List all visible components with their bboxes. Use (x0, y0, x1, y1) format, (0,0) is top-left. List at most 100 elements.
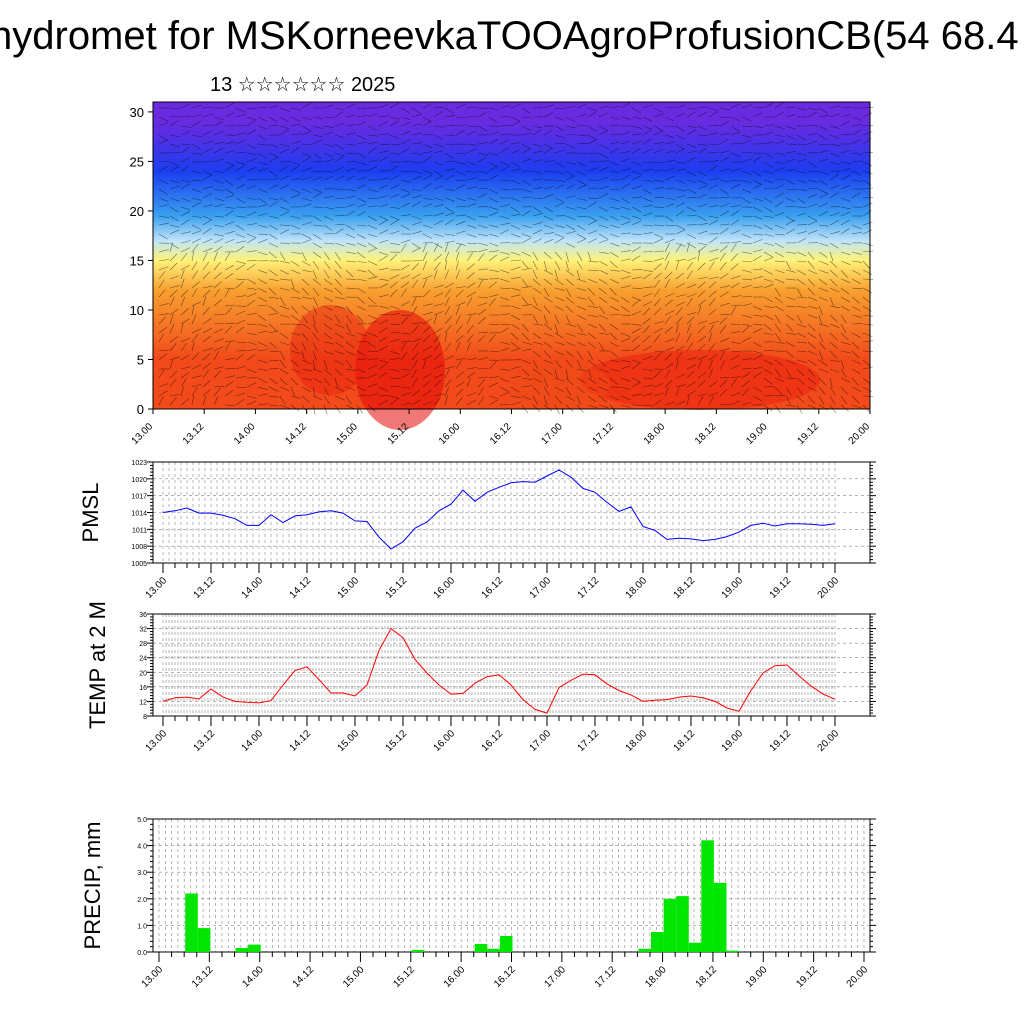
wind-barb (422, 251, 428, 262)
wind-barb (576, 296, 587, 300)
wind-barb (191, 281, 200, 289)
wind-barb (653, 148, 664, 154)
wind-barb (444, 233, 455, 236)
wind-barb (444, 325, 452, 334)
wind-barb (587, 125, 597, 132)
wind-barb (730, 376, 741, 379)
wind-barb (686, 215, 698, 217)
wind-barb (279, 395, 286, 405)
wind-barb (653, 307, 662, 316)
wind-barb (356, 260, 367, 264)
wind-barb (862, 314, 873, 317)
wind-barb (620, 197, 630, 204)
wind-barb (334, 269, 342, 278)
wind-barb (290, 269, 301, 274)
wind-barb (411, 142, 422, 145)
wind-barb (477, 334, 486, 343)
wind-barb (653, 370, 662, 379)
wind-barb (851, 170, 862, 175)
wind-barb (554, 107, 566, 109)
wind-barb (411, 399, 421, 406)
wind-barb (587, 395, 597, 403)
wind-barb (444, 368, 450, 379)
wind-barb (708, 237, 718, 244)
wind-barb (334, 359, 344, 366)
wind-barb (477, 308, 487, 316)
wind-barb (169, 206, 179, 213)
wind-barb (697, 325, 706, 334)
wind-barb (730, 330, 741, 334)
wind-barb (455, 335, 464, 343)
wind-barb (807, 170, 819, 172)
wind-barb (532, 368, 542, 375)
wind-barb (400, 352, 408, 361)
precip-bar (197, 928, 211, 952)
wind-barb (488, 382, 499, 388)
wind-barb (631, 125, 642, 129)
wind-barb (631, 323, 642, 326)
wind-barb (290, 194, 301, 199)
wind-barb (499, 278, 510, 283)
wind-barb (664, 386, 669, 397)
wind-barb (455, 116, 466, 119)
wind-barb (730, 341, 741, 344)
wind-barb (752, 249, 763, 253)
wind-barb (840, 161, 851, 164)
wind-barb (158, 139, 169, 145)
wind-barb (708, 125, 720, 127)
wind-barb (829, 386, 836, 396)
wind-barb (411, 306, 418, 316)
wind-barb (796, 107, 807, 111)
wind-barb (301, 125, 311, 132)
wind-barb (433, 161, 444, 166)
wind-barb (752, 305, 763, 311)
wind-barb (565, 404, 574, 412)
wind-barb (774, 184, 785, 190)
wind-barb (774, 192, 784, 199)
wind-barb (169, 343, 177, 352)
wind-barb (675, 168, 686, 172)
wind-barb (829, 231, 840, 235)
precip-bar (688, 942, 702, 952)
wind-barb (169, 134, 180, 138)
wind-barb (389, 134, 400, 140)
wind-barb (301, 323, 311, 330)
wind-barb (477, 387, 484, 397)
wind-barb (675, 202, 686, 208)
wind-barb (422, 197, 433, 200)
wind-barb (334, 260, 342, 269)
wind-barb (433, 204, 444, 208)
wind-barb (620, 150, 631, 154)
wind-barb (807, 359, 817, 366)
wind-barb (631, 335, 640, 343)
wind-barb (598, 395, 608, 403)
wind-barb (312, 404, 316, 415)
wind-barb (477, 107, 489, 109)
wind-barb (796, 368, 805, 377)
wind-barb (466, 263, 475, 271)
wind-barb (532, 129, 542, 136)
wind-barb (466, 341, 472, 352)
wind-barb (257, 304, 268, 307)
wind-barb (268, 184, 279, 190)
wind-barb (455, 230, 466, 235)
wind-barb (620, 275, 631, 280)
wind-barb (279, 350, 285, 361)
wind-barb (653, 392, 664, 397)
wind-barb (367, 247, 378, 253)
wind-barb (356, 296, 365, 304)
wind-barb (532, 269, 538, 280)
wind-barb (268, 312, 279, 316)
wind-barb (829, 251, 834, 262)
wind-barb (807, 260, 815, 269)
wind-barb (389, 368, 400, 372)
wind-barb (543, 404, 553, 412)
wind-barb (191, 104, 202, 109)
wind-barb (213, 338, 224, 343)
wind-barb (697, 161, 709, 163)
wind-barb (807, 278, 816, 287)
wind-barb (334, 341, 344, 348)
wind-barb (774, 377, 785, 383)
wind-barb (378, 203, 389, 208)
